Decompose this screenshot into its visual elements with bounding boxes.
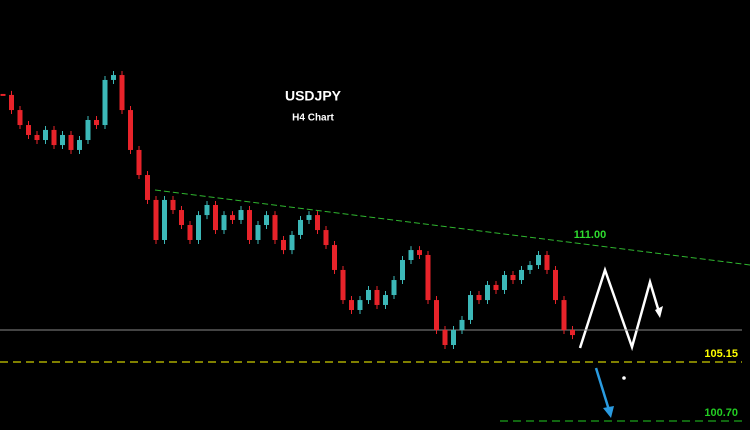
candle: [510, 274, 516, 281]
candle: [400, 260, 405, 281]
candle: [417, 250, 422, 255]
candle: [289, 234, 295, 251]
candle: [255, 225, 261, 240]
target-arrowhead: [603, 406, 614, 418]
candle: [366, 289, 371, 301]
candle: [111, 75, 116, 80]
candle: [493, 284, 499, 290]
candle: [153, 199, 159, 240]
candle: [264, 215, 269, 226]
candle: [43, 129, 48, 141]
candle: [94, 119, 99, 126]
candle: [527, 265, 533, 270]
projection-zigzag: [578, 266, 661, 352]
candle: [408, 250, 414, 261]
level-label: 105.15: [704, 348, 738, 360]
trendline-label: 111.00: [574, 229, 606, 241]
candle: [476, 295, 482, 301]
candle: [357, 300, 363, 311]
candle: [340, 269, 346, 301]
candle: [102, 79, 108, 126]
candle: [502, 274, 507, 290]
candle: [9, 94, 14, 111]
candle: [281, 239, 286, 251]
candle: [298, 219, 303, 235]
projection-arrowhead: [655, 306, 663, 318]
trendline: [154, 189, 750, 266]
candle: [77, 140, 82, 150]
candle: [51, 129, 57, 146]
marker-dot: [622, 376, 626, 380]
level-label: 100.70: [704, 407, 738, 419]
candle: [442, 330, 448, 346]
candle: [519, 269, 524, 281]
candle: [306, 215, 312, 220]
candle: [349, 300, 354, 311]
candle: [332, 245, 337, 270]
candle: [272, 215, 278, 240]
candle: [315, 215, 320, 231]
candle: [221, 215, 227, 231]
candle: [119, 75, 125, 111]
candle: [179, 210, 184, 226]
candle: [60, 134, 65, 146]
candle: [434, 300, 439, 331]
candle: [187, 225, 193, 240]
candle: [136, 149, 142, 176]
candle: [536, 254, 541, 266]
candle: [459, 319, 465, 331]
candle: [213, 204, 218, 231]
candle: [383, 295, 388, 305]
candle: [238, 210, 244, 220]
chart-subtitle: H4 Chart: [292, 113, 334, 124]
candle: [468, 295, 473, 320]
candle: [145, 175, 150, 200]
chart-title: USDJPY: [285, 88, 342, 104]
candle: [374, 289, 380, 305]
candle: [128, 110, 133, 150]
candle: [553, 269, 558, 301]
candle: [170, 199, 176, 211]
candle: [34, 134, 40, 141]
target-arrow: [594, 367, 611, 411]
candle: [425, 254, 431, 301]
candle: [230, 215, 235, 220]
candle: [323, 230, 329, 246]
candle: [544, 254, 550, 270]
candle: [391, 280, 397, 296]
candle: [451, 330, 456, 346]
candle: [85, 119, 91, 141]
candle: [17, 110, 23, 126]
candle: [570, 330, 575, 336]
candle: [247, 210, 252, 240]
candle: [196, 215, 201, 240]
candle: [68, 134, 74, 150]
candle: [162, 199, 167, 240]
candle: [485, 284, 490, 301]
candle: [26, 125, 31, 135]
candle: [561, 300, 567, 331]
candle: [204, 204, 210, 216]
